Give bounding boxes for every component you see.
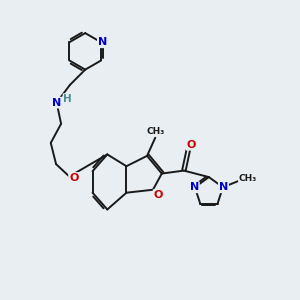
Text: O: O [187, 140, 196, 150]
Text: CH₃: CH₃ [238, 174, 257, 183]
Text: O: O [154, 190, 163, 200]
Text: N: N [219, 182, 228, 192]
Text: N: N [190, 182, 199, 192]
Text: CH₃: CH₃ [147, 127, 165, 136]
Text: O: O [69, 173, 78, 183]
Text: N: N [98, 37, 107, 47]
Text: H: H [64, 94, 72, 104]
Text: N: N [52, 98, 61, 108]
